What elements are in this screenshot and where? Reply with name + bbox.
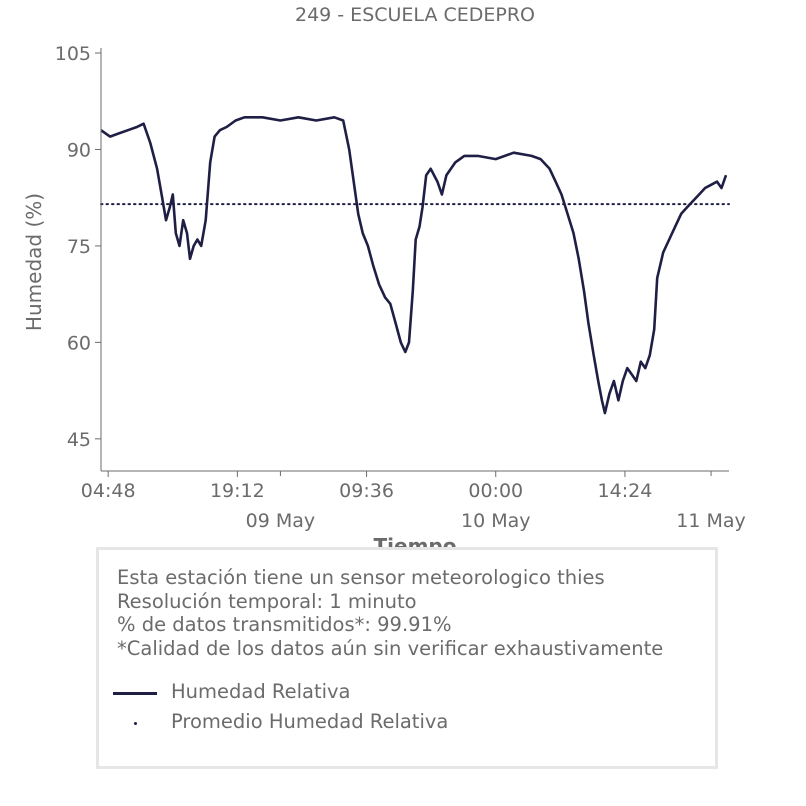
legend-dot-swatch (134, 722, 137, 725)
x-tick-label: 09:36 (339, 480, 394, 502)
x-date-label: 11 May (676, 510, 746, 532)
y-axis: 45 60 75 90 105 (55, 43, 102, 471)
x-axis: 04:48 19:12 09:36 00:00 14:24 09 May 10 May 11 … (81, 470, 746, 532)
info-line-resolution: Resolución temporal: 1 minuto (117, 589, 417, 613)
info-panel: Esta estación tiene un sensor meteorolog… (96, 547, 718, 769)
x-tick-label: 19:12 (210, 480, 265, 502)
y-tick-label: 105 (55, 43, 91, 65)
y-tick-label: 90 (67, 139, 91, 161)
y-tick-label: 45 (67, 429, 91, 451)
x-date-label: 10 May (461, 510, 531, 532)
y-tick-label: 60 (67, 332, 91, 354)
chart-title: 249 - ESCUELA CEDEPRO (295, 4, 535, 26)
legend-label-humidity: Humedad Relativa (171, 680, 351, 703)
legend-line-swatch (113, 692, 157, 695)
info-line-sensor: Esta estación tiene un sensor meteorolog… (117, 566, 605, 589)
y-axis-label: Humedad (%) (22, 193, 46, 331)
plot-area (100, 116, 730, 415)
x-tick-label: 00:00 (468, 480, 523, 502)
info-line-transmitted: % de datos transmitidos*: 99.91% (117, 613, 452, 636)
x-date-label: 09 May (246, 510, 316, 532)
info-text: Esta estación tiene un sensor meteorolog… (117, 566, 663, 660)
legend-label-average: Promedio Humedad Relativa (171, 710, 449, 733)
x-tick-label: 04:48 (81, 480, 136, 502)
x-tick-label: 14:24 (598, 480, 653, 502)
info-line-quality-note: *Calidad de los datos aún sin verificar … (117, 636, 664, 660)
y-tick-label: 75 (67, 236, 91, 258)
humidity-line (100, 116, 728, 415)
